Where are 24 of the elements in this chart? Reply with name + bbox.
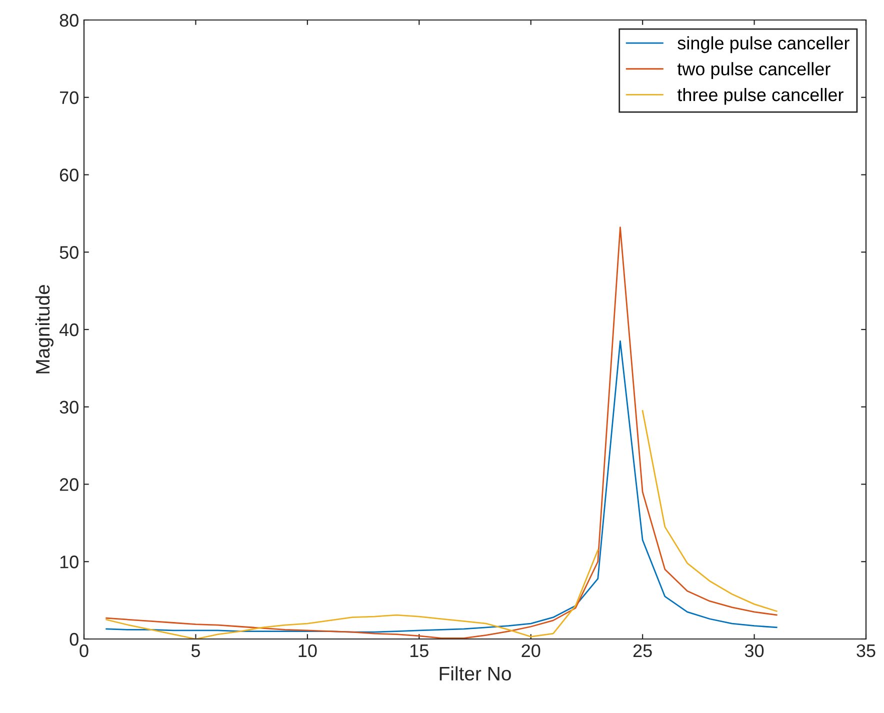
x-tick-label: 20: [522, 644, 540, 658]
legend-label: single pulse canceller: [678, 36, 850, 54]
y-tick-label: 40: [59, 323, 78, 336]
legend-label: two pulse canceller: [677, 62, 830, 79]
y-tick-label: 80: [60, 14, 78, 27]
x-tick-label: 25: [633, 644, 652, 658]
y-tick-label: 20: [60, 478, 78, 491]
x-tick-label: 5: [191, 644, 200, 658]
y-tick-label: 0: [70, 632, 78, 646]
x-tick-label: 35: [856, 644, 876, 658]
y-tick-label: 50: [60, 246, 78, 259]
x-tick-label: 30: [744, 644, 764, 658]
x-tick-label: 10: [298, 644, 317, 658]
x-tick-label: 0: [80, 644, 88, 658]
line-series: [106, 226, 778, 639]
y-tick-label: 30: [60, 400, 78, 414]
y-tick-label: 10: [60, 556, 78, 568]
x-tick-label: 15: [410, 644, 428, 658]
y-axis-title: Magnitude: [35, 284, 54, 374]
y-tick-label: 60: [60, 168, 78, 182]
line-series: [106, 340, 778, 633]
legend-label: three pulse canceller: [677, 88, 844, 105]
y-tick-label: 70: [60, 91, 78, 104]
x-axis-title: Filter No: [440, 666, 511, 681]
